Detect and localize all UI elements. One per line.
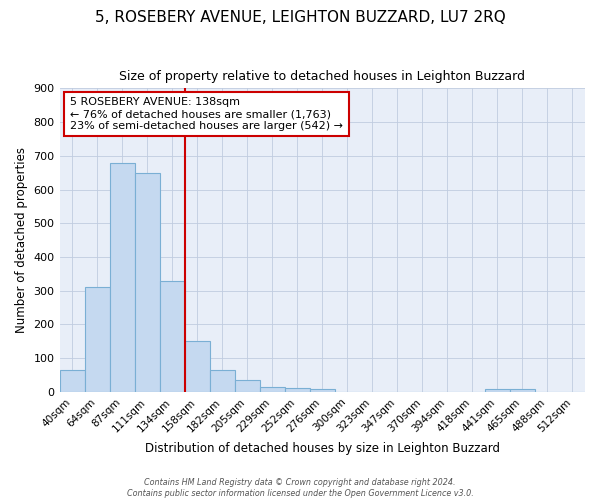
Bar [160, 280, 185, 392]
Bar [209, 370, 235, 392]
Text: 5, ROSEBERY AVENUE, LEIGHTON BUZZARD, LU7 2RQ: 5, ROSEBERY AVENUE, LEIGHTON BUZZARD, LU… [95, 10, 505, 25]
Y-axis label: Number of detached properties: Number of detached properties [15, 147, 28, 333]
Bar [485, 388, 510, 392]
Bar [310, 389, 335, 392]
Title: Size of property relative to detached houses in Leighton Buzzard: Size of property relative to detached ho… [119, 70, 525, 83]
Bar [134, 172, 160, 392]
Text: 5 ROSEBERY AVENUE: 138sqm
← 76% of detached houses are smaller (1,763)
23% of se: 5 ROSEBERY AVENUE: 138sqm ← 76% of detac… [70, 98, 343, 130]
Bar [110, 162, 134, 392]
Bar [285, 388, 310, 392]
Bar [59, 370, 85, 392]
X-axis label: Distribution of detached houses by size in Leighton Buzzard: Distribution of detached houses by size … [145, 442, 500, 455]
Bar [85, 288, 110, 392]
Bar [235, 380, 260, 392]
Bar [260, 387, 285, 392]
Bar [185, 342, 209, 392]
Text: Contains HM Land Registry data © Crown copyright and database right 2024.
Contai: Contains HM Land Registry data © Crown c… [127, 478, 473, 498]
Bar [510, 389, 535, 392]
